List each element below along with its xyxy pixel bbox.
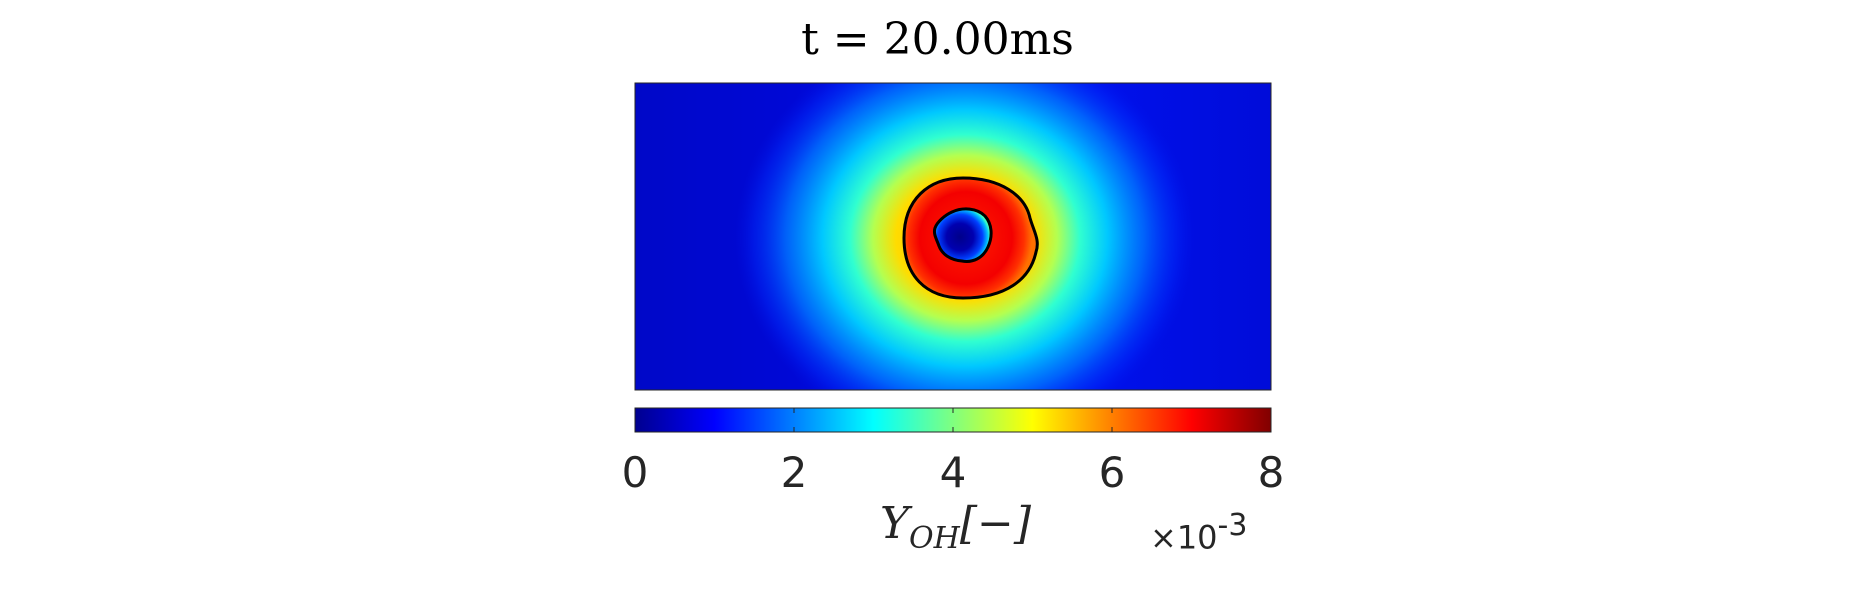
multiplier-base: ×10 [1150,518,1218,557]
colorbar-label-subscript: OH [909,520,960,556]
colorbar-multiplier: ×10-3 [1150,508,1247,558]
colorbar-tick-label: 0 [621,448,649,497]
colorbar-label-symbol: Y [880,498,910,549]
contour-inner [933,207,993,263]
colorbar-ticks [634,408,1272,432]
heatmap-field [635,83,1271,390]
colorbar-label-unit: [−] [959,498,1032,549]
multiplier-exponent: -3 [1217,508,1248,543]
colorbar-label: YOH[−] [880,498,1031,556]
kernel [934,208,992,262]
chart-title: t = 20.00ms [801,14,1074,65]
colorbar-tick-label: 6 [1098,448,1126,497]
contour-outer [902,176,1039,300]
colorbar-tick-label: 8 [1257,448,1285,497]
plot-frame [634,82,1272,391]
colorbar-tick-label: 2 [780,448,808,497]
colorbar-tick-label: 4 [939,448,967,497]
